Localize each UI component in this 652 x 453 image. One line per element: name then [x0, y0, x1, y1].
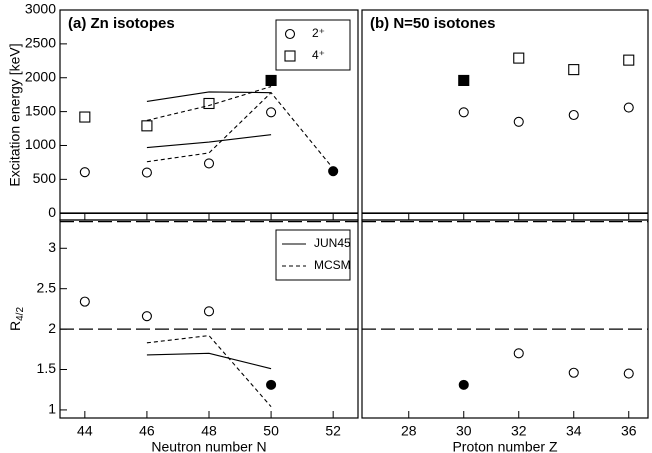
data-point	[79, 111, 91, 123]
y-tick-label: 2	[48, 320, 56, 336]
x-tick-label: 48	[201, 423, 217, 439]
data-point	[203, 306, 215, 317]
legend-label: 2⁺	[312, 26, 325, 40]
panel-title: (b) N=50 isotones	[370, 15, 495, 32]
plot-frame	[59, 219, 359, 419]
x-tick-label: 46	[139, 423, 155, 439]
data-point	[79, 296, 90, 307]
data-point	[141, 167, 152, 178]
y-tick-label: 3	[48, 239, 56, 255]
model-line	[146, 352, 272, 370]
data-point	[141, 311, 152, 322]
data-point	[265, 74, 277, 87]
data-point	[568, 367, 579, 378]
data-point	[328, 166, 339, 177]
data-point	[458, 379, 469, 390]
legend-box	[275, 19, 351, 71]
y-axis-label-sub: 4/2	[15, 307, 26, 321]
x-tick-label: 28	[401, 423, 417, 439]
y-tick-label: 500	[33, 170, 57, 186]
legend-label: MCSM	[314, 258, 351, 272]
model-line	[146, 86, 272, 121]
y-tick-label: 1	[48, 401, 56, 417]
x-tick-label: 44	[77, 423, 93, 439]
panel-title: (a) Zn isotopes	[68, 15, 175, 32]
y-tick-label: 2500	[25, 35, 56, 51]
x-tick-label: 30	[456, 423, 472, 439]
plot-frame	[361, 9, 649, 221]
y-tick-label: 3000	[25, 1, 56, 17]
model-line	[146, 334, 272, 408]
x-tick-label: 32	[511, 423, 527, 439]
x-tick-label: 50	[263, 423, 279, 439]
legend-marker	[284, 28, 296, 40]
x-tick-label: 34	[566, 423, 582, 439]
y-tick-label: 0	[48, 204, 56, 220]
y-axis-label: R4/2	[7, 307, 26, 331]
x-tick-label: 36	[621, 423, 637, 439]
data-point	[266, 379, 277, 390]
y-tick-label: 1000	[25, 136, 56, 152]
data-point	[203, 97, 215, 110]
data-point	[513, 52, 525, 64]
x-tick-label: 52	[325, 423, 341, 439]
model-line	[146, 134, 272, 149]
x-axis-label: Neutron number N	[151, 439, 266, 453]
y-axis-label-main: R	[7, 321, 23, 331]
model-line	[146, 91, 334, 169]
y-tick-label: 2000	[25, 68, 56, 84]
y-axis-label: Excitation energy [keV]	[7, 43, 23, 186]
data-point	[623, 368, 634, 379]
x-axis-label: Proton number Z	[452, 439, 557, 453]
data-point	[623, 102, 634, 113]
data-point	[568, 64, 580, 76]
data-point	[141, 120, 153, 132]
legend-label: JUN45	[314, 236, 351, 250]
data-point	[458, 107, 469, 118]
data-point	[568, 109, 579, 121]
data-point	[458, 74, 470, 87]
data-point	[79, 167, 90, 178]
data-point	[513, 348, 524, 359]
data-point	[266, 107, 277, 118]
data-point	[513, 116, 524, 127]
data-point	[623, 54, 635, 66]
y-tick-label: 1500	[25, 102, 56, 118]
legend-box	[275, 229, 351, 281]
y-tick-label: 1.5	[37, 360, 57, 376]
legend-marker	[284, 50, 296, 62]
plot-frame	[361, 219, 649, 419]
data-point	[203, 158, 215, 169]
y-tick-label: 2.5	[37, 279, 57, 295]
legend-label: 4⁺	[312, 48, 325, 62]
